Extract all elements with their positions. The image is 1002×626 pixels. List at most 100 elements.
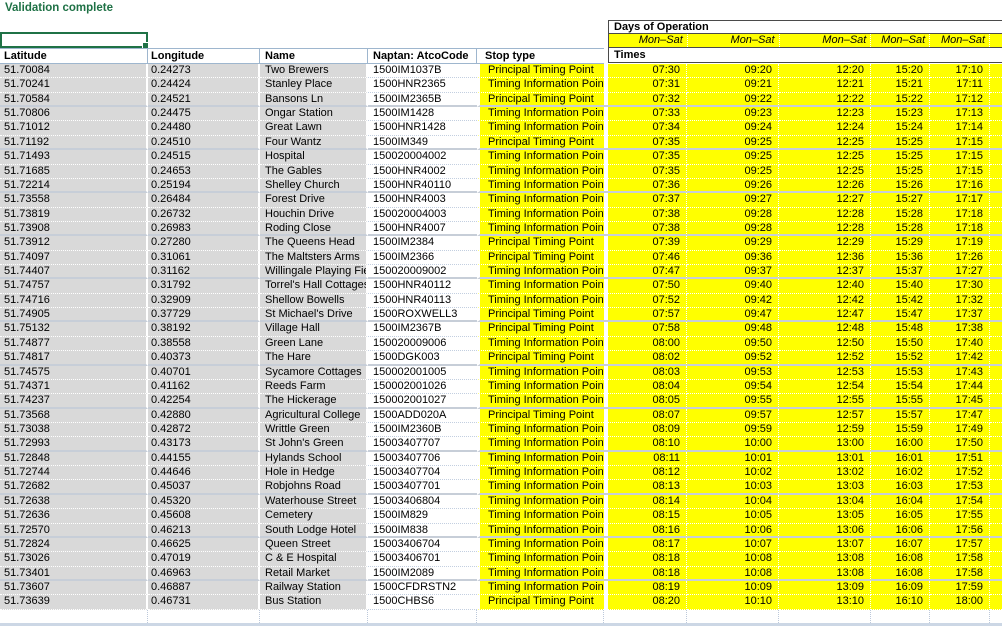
cell-stop-type[interactable]: Principal Timing Point: [477, 135, 604, 151]
cell-stop-type[interactable]: Timing Information Point: [477, 394, 604, 409]
cell-atcocode[interactable]: 1500IM2365B: [368, 92, 477, 108]
cell-time-3[interactable]: 13:06: [779, 523, 871, 538]
cell-time-5[interactable]: 17:47: [930, 408, 990, 423]
cell-longitude[interactable]: 0.46731: [148, 595, 260, 610]
cell-name[interactable]: The Hickerage: [260, 394, 368, 409]
empty-cell[interactable]: [779, 610, 871, 623]
cell-longitude[interactable]: 0.24475: [148, 107, 260, 122]
cell-time-5[interactable]: 17:26: [930, 250, 990, 266]
cell-latitude[interactable]: 51.74371: [0, 379, 148, 395]
cell-longitude[interactable]: 0.24273: [148, 64, 260, 79]
cell-time-3[interactable]: 12:27: [779, 193, 871, 208]
cell-longitude[interactable]: 0.46887: [148, 580, 260, 596]
cell-time-4[interactable]: 16:04: [871, 494, 930, 510]
cell-name[interactable]: Two Brewers: [260, 64, 368, 79]
cell-latitude[interactable]: 51.74877: [0, 336, 148, 352]
cell-time-4[interactable]: 15:24: [871, 121, 930, 136]
cell-longitude[interactable]: 0.46963: [148, 566, 260, 581]
cell-atcocode[interactable]: 1500IM349: [368, 135, 477, 151]
cell-time-3[interactable]: 12:26: [779, 178, 871, 194]
cell-longitude[interactable]: 0.27280: [148, 236, 260, 251]
cell-name[interactable]: Hole in Hedge: [260, 466, 368, 481]
cell-stop-type[interactable]: Timing Information Point: [477, 379, 604, 395]
cell-longitude[interactable]: 0.45608: [148, 509, 260, 524]
cell-latitude[interactable]: 51.74817: [0, 351, 148, 366]
cell-time-3[interactable]: 13:00: [779, 437, 871, 452]
cell-longitude[interactable]: 0.24510: [148, 135, 260, 151]
cell-time-1[interactable]: 07:30: [608, 64, 687, 79]
cell-time-5[interactable]: 17:17: [930, 193, 990, 208]
cell-time-5[interactable]: 17:18: [930, 221, 990, 237]
cell-time-3[interactable]: 13:01: [779, 451, 871, 467]
cell-time-2[interactable]: 09:42: [687, 293, 779, 309]
column-header-name[interactable]: Name: [260, 49, 368, 63]
cell-latitude[interactable]: 51.74575: [0, 365, 148, 380]
cell-stop-type[interactable]: Timing Information Point: [477, 78, 604, 93]
cell-time-2[interactable]: 10:10: [687, 595, 779, 610]
cell-latitude[interactable]: 51.74716: [0, 293, 148, 309]
cell-name[interactable]: Torrel's Hall Cottages: [260, 279, 368, 294]
cell-stop-type[interactable]: Timing Information Point: [477, 480, 604, 495]
cell-longitude[interactable]: 0.37729: [148, 308, 260, 323]
cell-latitude[interactable]: 51.70584: [0, 92, 148, 108]
cell-longitude[interactable]: 0.42254: [148, 394, 260, 409]
cell-stop-type[interactable]: Principal Timing Point: [477, 595, 604, 610]
cell-name[interactable]: St John's Green: [260, 437, 368, 452]
cell-time-3[interactable]: 12:25: [779, 164, 871, 179]
cell-atcocode[interactable]: 150002001026: [368, 379, 477, 395]
cell-time-1[interactable]: 07:35: [608, 150, 687, 165]
cell-longitude[interactable]: 0.41162: [148, 379, 260, 395]
cell-atcocode[interactable]: 1500IM2366: [368, 250, 477, 266]
cell-time-3[interactable]: 13:05: [779, 509, 871, 524]
cell-time-4[interactable]: 15:28: [871, 221, 930, 237]
cell-stop-type[interactable]: Timing Information Point: [477, 279, 604, 294]
cell-time-3[interactable]: 12:42: [779, 293, 871, 309]
cell-stop-type[interactable]: Principal Timing Point: [477, 351, 604, 366]
cell-latitude[interactable]: 51.73568: [0, 408, 148, 423]
cell-latitude[interactable]: 51.73026: [0, 552, 148, 567]
cell-time-3[interactable]: 12:25: [779, 150, 871, 165]
cell-time-2[interactable]: 09:36: [687, 250, 779, 266]
cell-longitude[interactable]: 0.38558: [148, 336, 260, 352]
cell-time-3[interactable]: 13:08: [779, 552, 871, 567]
cell-latitude[interactable]: 51.70806: [0, 107, 148, 122]
cell-time-1[interactable]: 07:36: [608, 178, 687, 194]
cell-name[interactable]: Railway Station: [260, 580, 368, 596]
cell-time-1[interactable]: 08:14: [608, 494, 687, 510]
cell-time-5[interactable]: 17:42: [930, 351, 990, 366]
cell-time-5[interactable]: 17:45: [930, 394, 990, 409]
cell-time-3[interactable]: 12:47: [779, 308, 871, 323]
cell-time-2[interactable]: 09:28: [687, 207, 779, 222]
cell-stop-type[interactable]: Timing Information Point: [477, 422, 604, 438]
cell-longitude[interactable]: 0.31162: [148, 265, 260, 280]
cell-name[interactable]: The Queens Head: [260, 236, 368, 251]
cell-stop-type[interactable]: Principal Timing Point: [477, 322, 604, 337]
cell-longitude[interactable]: 0.25194: [148, 178, 260, 194]
cell-time-5[interactable]: 17:52: [930, 466, 990, 481]
cell-name[interactable]: Green Lane: [260, 336, 368, 352]
cell-time-2[interactable]: 09:47: [687, 308, 779, 323]
cell-time-4[interactable]: 15:55: [871, 394, 930, 409]
cell-latitude[interactable]: 51.74237: [0, 394, 148, 409]
cell-time-4[interactable]: 15:52: [871, 351, 930, 366]
cell-time-4[interactable]: 15:48: [871, 322, 930, 337]
cell-time-3[interactable]: 12:23: [779, 107, 871, 122]
cell-time-2[interactable]: 10:09: [687, 580, 779, 596]
cell-time-4[interactable]: 15:21: [871, 78, 930, 93]
cell-time-5[interactable]: 17:50: [930, 437, 990, 452]
cell-time-4[interactable]: 16:10: [871, 595, 930, 610]
cell-time-1[interactable]: 08:07: [608, 408, 687, 423]
cell-latitude[interactable]: 51.71493: [0, 150, 148, 165]
cell-name[interactable]: Retail Market: [260, 566, 368, 581]
day-column-header[interactable]: Mon–Sat: [930, 34, 991, 47]
cell-time-1[interactable]: 08:18: [608, 566, 687, 581]
cell-latitude[interactable]: 51.72638: [0, 494, 148, 510]
cell-time-4[interactable]: 15:23: [871, 107, 930, 122]
cell-time-4[interactable]: 15:47: [871, 308, 930, 323]
cell-time-4[interactable]: 15:59: [871, 422, 930, 438]
cell-atcocode[interactable]: 150020009002: [368, 265, 477, 280]
cell-name[interactable]: Great Lawn: [260, 121, 368, 136]
cell-time-3[interactable]: 13:04: [779, 494, 871, 510]
cell-time-5[interactable]: 18:00: [930, 595, 990, 610]
cell-time-3[interactable]: 12:53: [779, 365, 871, 380]
